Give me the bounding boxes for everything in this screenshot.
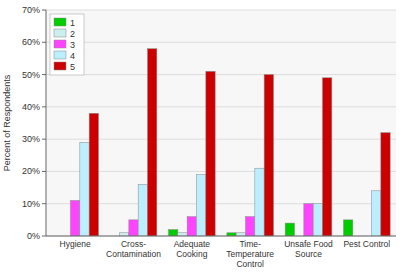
chart: 0% 10% 20% 30% 40% 50% 60% 70% Percent of Respon… xyxy=(0,0,404,278)
bar xyxy=(304,204,313,236)
bar xyxy=(169,230,178,236)
bar xyxy=(255,168,264,236)
grid-line xyxy=(46,74,396,75)
y-tick xyxy=(42,106,46,107)
bars xyxy=(71,49,391,236)
grid-line xyxy=(46,236,396,237)
bar xyxy=(246,217,255,236)
y-tick xyxy=(42,139,46,140)
y-tick xyxy=(42,42,46,43)
y-tick-label: 20% xyxy=(22,166,40,176)
bar xyxy=(129,220,138,236)
legend-label: 2 xyxy=(70,29,75,39)
y-tick xyxy=(42,10,46,11)
y-tick xyxy=(42,74,46,75)
legend-box xyxy=(50,14,84,75)
y-axis xyxy=(46,10,47,236)
grid-line xyxy=(46,42,396,43)
x-tick-label: Cross-Contamination xyxy=(106,239,161,259)
bar xyxy=(71,200,80,236)
bar xyxy=(148,49,157,236)
legend-swatch xyxy=(54,18,66,26)
x-tick-label: Time-TemperatureControl xyxy=(226,239,274,269)
bar xyxy=(323,78,332,236)
legend-swatch xyxy=(54,29,66,37)
x-axis xyxy=(46,236,396,237)
legend-label: 5 xyxy=(70,62,75,72)
y-tick-label: 0% xyxy=(27,231,40,241)
y-tick xyxy=(42,236,46,237)
y-axis-label: Percent of Respondents xyxy=(2,74,12,171)
legend-swatch xyxy=(54,62,66,70)
y-tick-label: 50% xyxy=(22,70,40,80)
x-tick-label: Unsafe FoodSource xyxy=(284,239,333,259)
grid-line xyxy=(46,106,396,107)
x-tick-label: Pest Control xyxy=(343,239,390,249)
legend: 12345 xyxy=(50,14,84,75)
legend-swatch xyxy=(54,40,66,48)
bar xyxy=(381,133,390,236)
bar xyxy=(197,175,206,236)
bar xyxy=(344,220,353,236)
y-tick-label: 10% xyxy=(22,199,40,209)
bar xyxy=(206,71,215,236)
y-tick xyxy=(42,171,46,172)
plot-area xyxy=(46,10,396,236)
bar xyxy=(89,113,98,236)
legend-label: 1 xyxy=(70,18,75,28)
y-tick-label: 60% xyxy=(22,37,40,47)
grid-line xyxy=(46,10,396,11)
x-tick-label: Hygiene xyxy=(60,239,91,249)
bar xyxy=(372,191,381,236)
bar xyxy=(80,142,89,236)
bar xyxy=(313,204,322,236)
bar xyxy=(138,184,147,236)
y-tick xyxy=(42,203,46,204)
y-tick-label: 70% xyxy=(22,5,40,15)
bar xyxy=(285,223,294,236)
bar xyxy=(187,217,196,236)
y-tick-label: 40% xyxy=(22,102,40,112)
bar xyxy=(264,75,273,236)
y-tick-label: 30% xyxy=(22,134,40,144)
legend-swatch xyxy=(54,51,66,59)
legend-label: 4 xyxy=(70,51,75,61)
x-tick-label: AdequateCooking xyxy=(174,239,211,259)
legend-label: 3 xyxy=(70,40,75,50)
